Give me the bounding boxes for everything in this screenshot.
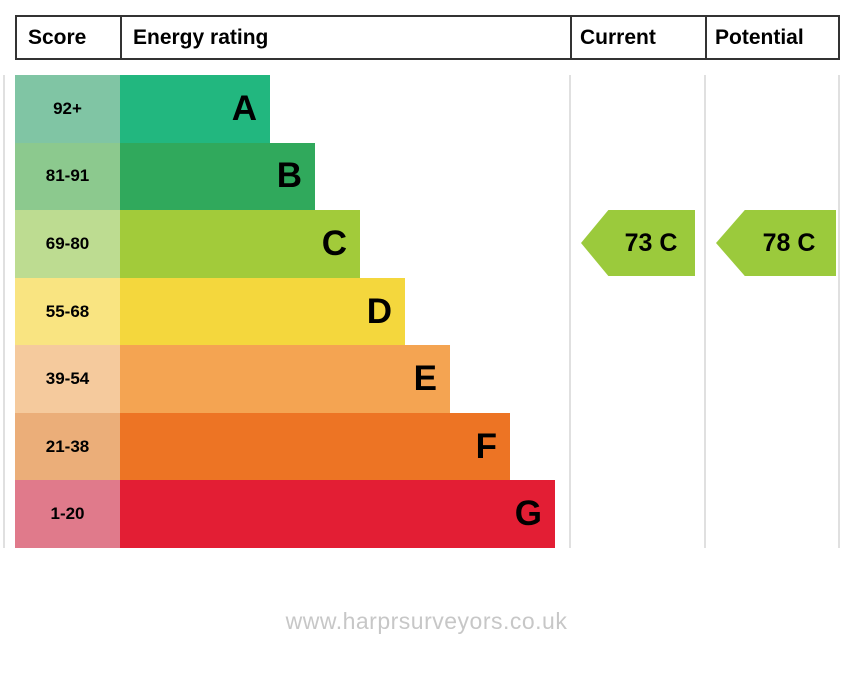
guide-line-left — [3, 75, 5, 548]
band-bar-g: G — [120, 480, 555, 549]
score-range-label-f: 21-38 — [15, 412, 120, 481]
epc-band-row-a: 92+ A — [15, 75, 840, 143]
column-header-energy-rating: Energy rating — [122, 17, 572, 58]
current-rating-label: 73 C — [624, 228, 678, 257]
band-bar-c: C — [120, 210, 360, 278]
score-range-label-g: 1-20 — [15, 480, 120, 549]
guide-line-right — [838, 75, 840, 548]
score-range-label-e: 39-54 — [15, 345, 120, 413]
band-rows: 92+ A 81-91 B 69-80 C 55-68 D 39-54 E 21-38 F 1-20 G — [15, 75, 840, 549]
potential-rating-arrow: 78 C — [716, 210, 836, 276]
current-rating-arrow: 73 C — [581, 210, 695, 276]
epc-band-row-g: 1-20 G — [15, 480, 840, 549]
epc-band-row-f: 21-38 F — [15, 412, 840, 481]
column-header-potential: Potential — [715, 25, 804, 49]
table-header: Score Energy rating Current Potential — [15, 15, 840, 60]
band-bar-a: A — [120, 75, 270, 143]
column-header-score: Score — [17, 17, 122, 58]
epc-band-row-b: 81-91 B — [15, 142, 840, 211]
score-range-label-d: 55-68 — [15, 277, 120, 346]
epc-band-row-c: 69-80 C — [15, 210, 840, 278]
score-range-label-a: 92+ — [15, 75, 120, 143]
epc-band-row-e: 39-54 E — [15, 345, 840, 413]
column-header-current: Current — [572, 17, 707, 58]
band-bar-d: D — [120, 277, 405, 346]
score-range-label-b: 81-91 — [15, 142, 120, 211]
band-bar-e: E — [120, 345, 450, 413]
band-bar-f: F — [120, 412, 510, 481]
band-bar-b: B — [120, 142, 315, 211]
epc-band-row-d: 55-68 D — [15, 277, 840, 346]
guide-line-potential-left — [704, 75, 706, 548]
score-range-label-c: 69-80 — [15, 210, 120, 278]
potential-rating-label: 78 C — [762, 228, 816, 257]
guide-line-current-left — [569, 75, 571, 548]
surveyor-website-watermark: www.harprsurveyors.co.uk — [285, 608, 568, 634]
